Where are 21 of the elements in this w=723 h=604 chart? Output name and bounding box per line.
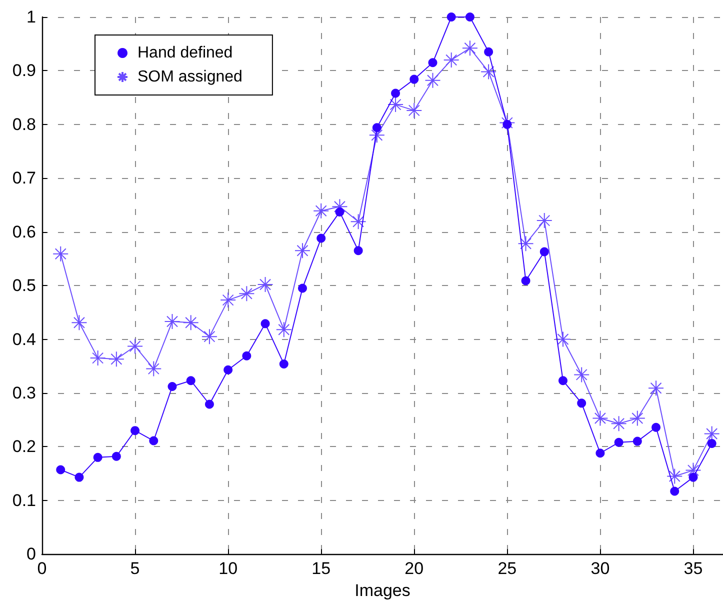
- x-tick-label: 30: [590, 559, 610, 578]
- x-tick-label: 15: [312, 559, 331, 578]
- x-tick-label: 25: [498, 559, 517, 578]
- y-tick-label: 0.1: [12, 490, 36, 510]
- y-tick-label: 1: [26, 8, 36, 26]
- y-tick-label: 0.9: [12, 61, 36, 80]
- y-tick-label: 0.6: [12, 222, 36, 242]
- y-tick-label: 0.3: [12, 383, 36, 402]
- y-tick-label: 0.5: [12, 276, 36, 296]
- legend-label: Hand defined: [138, 44, 233, 62]
- y-tick-label: 0: [26, 544, 36, 564]
- x-tick-label: 10: [218, 559, 238, 578]
- x-tick-label: 20: [404, 559, 424, 578]
- y-tick-label: 0.2: [12, 437, 36, 456]
- y-tick-label: 0.7: [12, 168, 36, 188]
- y-tick-label: 0.8: [12, 114, 36, 134]
- x-tick-label: 5: [130, 559, 140, 578]
- x-axis-title: Images: [354, 581, 410, 600]
- x-tick-label: 35: [684, 559, 703, 578]
- legend-label: SOM assigned: [138, 68, 242, 86]
- y-tick-label: 0.4: [12, 330, 36, 349]
